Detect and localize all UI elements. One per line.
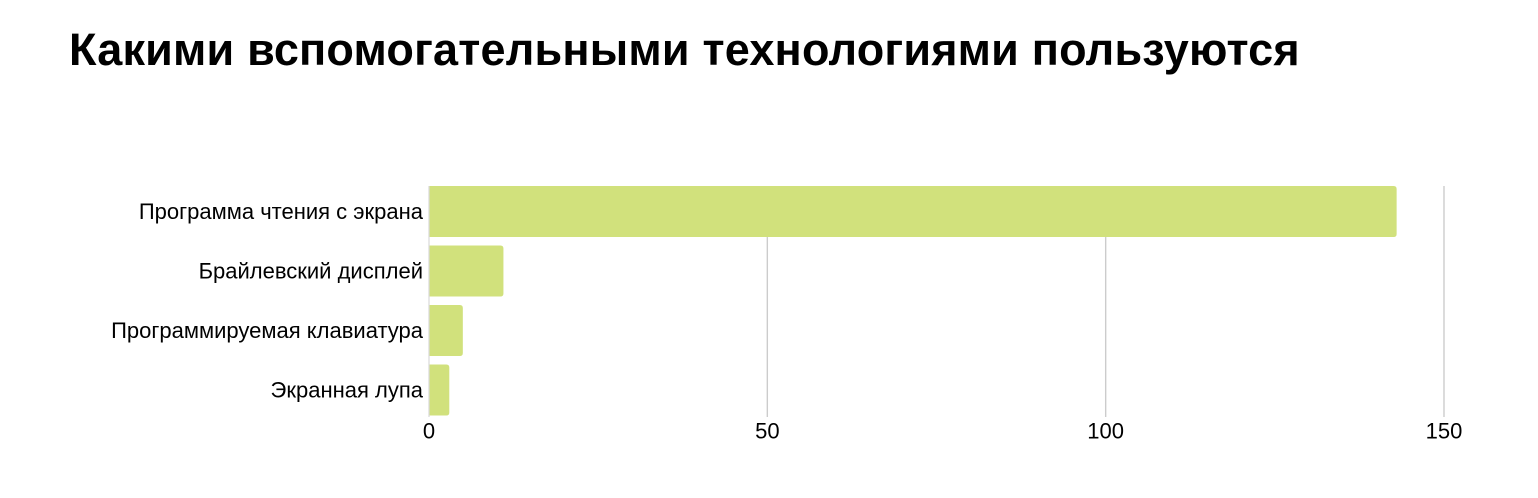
category-label-2: Брайлевский дисплей xyxy=(199,259,423,284)
value-axis: 0 50 100 150 xyxy=(423,186,1462,444)
tick-label-150: 150 xyxy=(1426,419,1463,444)
category-label-3: Программируемая клавиатура xyxy=(111,318,424,343)
bar-2 xyxy=(429,245,504,297)
tick-label-50: 50 xyxy=(755,419,779,444)
bar-1 xyxy=(429,186,1397,237)
category-label-1: Программа чтения с экрана xyxy=(139,199,424,224)
bar-4 xyxy=(429,364,450,416)
tick-label-0: 0 xyxy=(423,419,435,444)
bars xyxy=(429,186,1397,416)
chart-title: Какими вспомогательными технологиями пол… xyxy=(69,24,1300,75)
category-label-4: Экранная лупа xyxy=(271,378,424,403)
bar-3 xyxy=(429,305,463,356)
category-labels: Программа чтения с экрана Брайлевский дис… xyxy=(111,199,424,403)
tick-label-100: 100 xyxy=(1087,419,1124,444)
